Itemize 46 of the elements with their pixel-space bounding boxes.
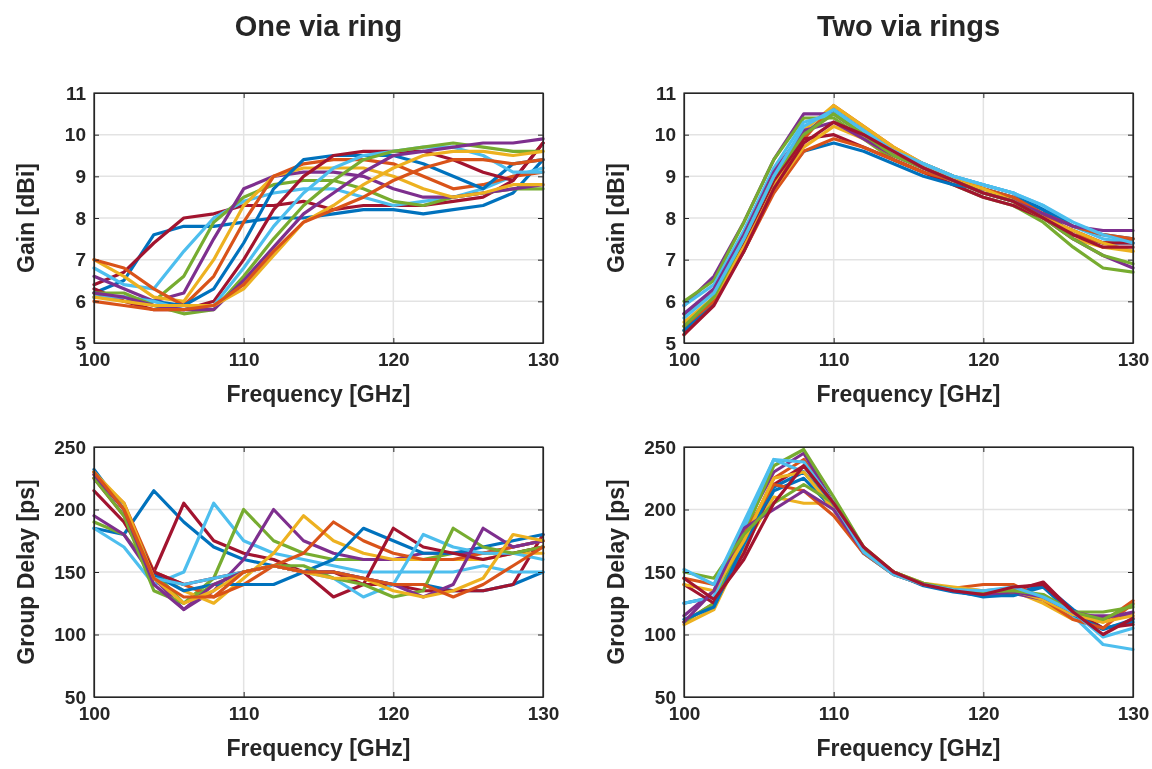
x-tick-label: 130	[1117, 349, 1150, 371]
x-tick-label: 110	[228, 349, 260, 371]
y-axis-title: Group Delay [ps]	[603, 479, 629, 665]
y-axis-title: Gain [dBi]	[13, 163, 39, 273]
x-tick-label: 110	[818, 349, 850, 371]
y-tick-label: 100	[644, 624, 676, 646]
x-tick-label: 120	[967, 703, 1000, 725]
x-tick-label: 120	[967, 349, 1000, 371]
y-tick-label: 200	[54, 499, 86, 521]
y-tick-label: 5	[75, 332, 87, 354]
x-tick-label: 130	[527, 349, 560, 371]
y-tick-label: 250	[54, 436, 86, 458]
y-tick-label: 200	[644, 499, 676, 521]
y-tick-label: 6	[75, 290, 86, 312]
chart-title: Two via rings	[816, 10, 1001, 42]
x-tick-label: 120	[377, 703, 410, 725]
y-tick-label: 50	[654, 686, 676, 708]
y-tick-label: 150	[54, 561, 86, 583]
y-tick-label: 10	[654, 124, 676, 146]
x-axis-title: Frequency [GHz]	[226, 381, 411, 407]
y-tick-label: 10	[64, 124, 86, 146]
y-tick-label: 8	[665, 207, 676, 229]
x-tick-label: 130	[1117, 703, 1150, 725]
chart-title: One via ring	[234, 10, 403, 42]
x-tick-label: 120	[377, 349, 410, 371]
y-tick-label: 50	[64, 686, 86, 708]
y-tick-label: 150	[644, 561, 676, 583]
y-tick-label: 9	[665, 165, 676, 187]
y-tick-label: 11	[65, 82, 87, 104]
x-tick-label: 110	[228, 703, 260, 725]
y-tick-label: 9	[75, 165, 86, 187]
x-tick-label: 110	[818, 703, 850, 725]
y-tick-label: 5	[665, 332, 677, 354]
x-axis-title: Frequency [GHz]	[226, 735, 411, 761]
y-tick-label: 8	[75, 207, 86, 229]
y-tick-label: 250	[644, 436, 676, 458]
y-axis-title: Group Delay [ps]	[13, 479, 39, 665]
y-axis-title: Gain [dBi]	[603, 163, 629, 273]
y-tick-label: 7	[665, 249, 676, 271]
y-tick-label: 6	[665, 290, 676, 312]
x-axis-title: Frequency [GHz]	[816, 381, 1001, 407]
x-axis-title: Frequency [GHz]	[816, 735, 1001, 761]
y-tick-label: 100	[54, 624, 86, 646]
y-tick-label: 7	[75, 249, 86, 271]
y-tick-label: 11	[655, 82, 677, 104]
x-tick-label: 130	[527, 703, 560, 725]
